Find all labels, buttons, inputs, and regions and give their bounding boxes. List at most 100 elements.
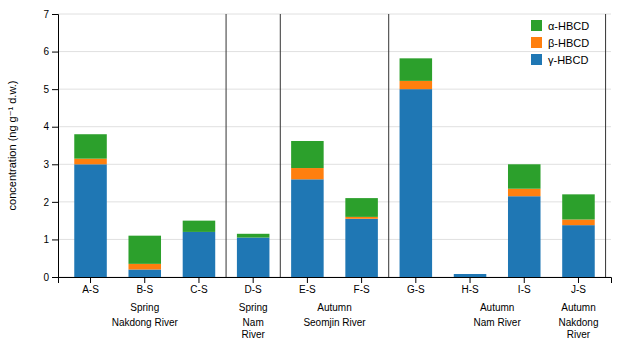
separator: [605, 14, 606, 277]
season-label: Autumn: [561, 302, 595, 313]
legend-item: γ-HBCD: [531, 54, 588, 66]
bar: [562, 194, 595, 219]
bar: [183, 232, 216, 277]
chart: 0 1 2 3 4 5 6 7 A-S B-S C-S D-S E-S F-S G-S H-S I-S J-S Sp…: [0, 0, 625, 355]
bar: [508, 196, 541, 277]
tick: G-S: [407, 277, 425, 295]
bar: [291, 141, 324, 168]
bar: [237, 238, 270, 277]
series: [74, 81, 594, 270]
river-label: Seomjin River: [303, 317, 366, 328]
axis-line: [52, 15, 59, 278]
bar: [400, 89, 433, 277]
tick-mark: [578, 277, 579, 283]
season-label: Spring: [130, 302, 159, 313]
group-labels: Spring Nakdong River Spring NamRiver Autumn S…: [112, 302, 599, 340]
bar: [183, 221, 216, 232]
tick-label: D-S: [245, 284, 263, 295]
tick-mark: [524, 277, 525, 283]
bar: [291, 179, 324, 277]
tick: I-S: [518, 277, 531, 295]
tick-label: 0: [43, 272, 49, 283]
tick: A-S: [82, 277, 99, 295]
series: [74, 58, 594, 264]
tick-label: B-S: [136, 284, 153, 295]
tick-mark: [52, 277, 58, 278]
tick: 4: [43, 121, 58, 132]
legend-swatch: [531, 37, 542, 48]
bar: [508, 164, 541, 188]
tick: C-S: [190, 277, 208, 295]
tick-mark: [52, 14, 58, 15]
bar: [400, 81, 433, 89]
bar: [74, 164, 107, 277]
separator: [388, 14, 389, 277]
bar: [128, 236, 161, 264]
tick-label: 6: [43, 46, 49, 57]
tick-label: A-S: [82, 284, 99, 295]
tick-label: 4: [43, 121, 49, 132]
season-label: Autumn: [480, 302, 514, 313]
bar: [562, 220, 595, 226]
tick: 5: [43, 84, 58, 95]
tick: J-S: [571, 277, 586, 295]
tick-label: G-S: [407, 284, 425, 295]
season-label: Autumn: [317, 302, 351, 313]
river-label: Nam River: [474, 317, 522, 328]
grid-line: [58, 126, 611, 127]
y-axis-title: concentration (ng g⁻¹ d.w.): [6, 81, 18, 211]
tick-label: H-S: [461, 284, 479, 295]
river-label: Nakdong River: [112, 317, 179, 328]
grid-line: [58, 51, 611, 52]
separators: [226, 14, 606, 277]
tick-mark: [52, 164, 58, 165]
bar: [237, 234, 270, 238]
separator: [226, 14, 227, 277]
legend: α-HBCD β-HBCD γ-HBCD: [531, 20, 589, 66]
tick-mark: [361, 277, 362, 283]
tick: 2: [43, 197, 58, 208]
bar: [400, 58, 433, 81]
bars: [74, 58, 594, 277]
grid-line: [58, 14, 611, 15]
tick-mark: [52, 202, 58, 203]
tick: B-S: [136, 277, 153, 295]
tick: 6: [43, 46, 58, 57]
tick: 7: [43, 9, 58, 20]
tick-mark: [470, 277, 471, 283]
tick: E-S: [299, 277, 316, 295]
tick-mark: [52, 127, 58, 128]
tick-label: 1: [43, 234, 49, 245]
bar: [345, 217, 378, 219]
tick: F-S: [354, 277, 370, 295]
tick: 1: [43, 234, 58, 245]
tick-label: 5: [43, 84, 49, 95]
tick-label: I-S: [518, 284, 531, 295]
bar: [345, 198, 378, 217]
bar: [74, 134, 107, 158]
river-label: NamRiver: [242, 317, 266, 340]
tick-label: E-S: [299, 284, 316, 295]
bar: [454, 273, 487, 274]
tick-mark: [52, 52, 58, 53]
tick-label: C-S: [190, 284, 208, 295]
legend-item: β-HBCD: [531, 37, 589, 49]
legend-item: α-HBCD: [531, 20, 589, 32]
y-axis: 0 1 2 3 4 5 6 7: [43, 9, 58, 283]
tick-mark: [52, 239, 58, 240]
tick-mark: [52, 89, 58, 90]
series: [74, 89, 594, 277]
x-axis: A-S B-S C-S D-S E-S F-S G-S H-S I-S J-S: [59, 277, 612, 295]
tick-mark: [90, 277, 91, 283]
bar: [562, 225, 595, 277]
tick: 3: [43, 159, 58, 170]
tick-label: J-S: [571, 284, 586, 295]
bar: [74, 159, 107, 165]
bar: [454, 274, 487, 277]
tick-label: 3: [43, 159, 49, 170]
season-label: Spring: [239, 302, 268, 313]
axis-line: [59, 278, 612, 284]
tick-label: 7: [43, 9, 49, 20]
bar: [291, 168, 324, 179]
tick-mark: [307, 277, 308, 283]
